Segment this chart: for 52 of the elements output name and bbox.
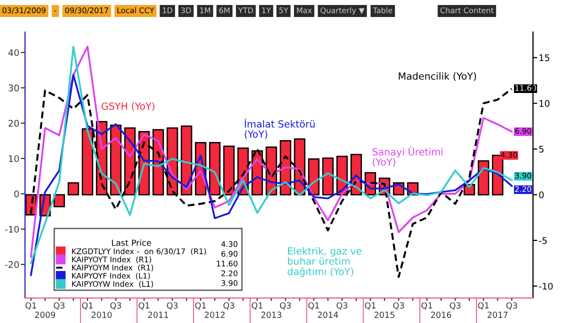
x-tick-label: 2013 [261,312,282,318]
x-tick-label: 2011 [148,312,168,318]
y-tick-label: -20 [5,261,19,268]
y2-tick-label: 5 [539,146,544,153]
x-tick-label: Q3 [506,302,518,310]
y-tick-label: -10 [5,226,19,233]
x-tick-label: Q1 [25,302,36,310]
bar [68,182,80,196]
y-tick-label: 0 [14,190,19,198]
x-tick-label: 2012 [204,312,225,318]
bar [209,142,221,196]
x-tick-label: Q1 [138,302,150,310]
bar [322,158,334,196]
x-tick-label: Q3 [110,302,122,310]
y-tick-label: 20 [8,120,19,127]
x-tick-label: Q1 [308,302,319,310]
x-tick-label: Q3 [336,302,348,310]
y2-tick-label: -10 [538,282,553,290]
bar [54,194,65,208]
x-tick-label: Q1 [252,302,262,310]
y-tick-label: 40 [8,49,19,56]
x-tick-label: Q3 [54,302,64,310]
annotation: Elektrik, gaz ve buhar üretim dağıtımı (YoY) [288,247,362,278]
x-tick-label: 2017 [488,312,508,318]
annotation: Madencilik (YoY) [398,72,476,81]
x-tick-label: Q1 [82,302,93,310]
bar [223,146,235,196]
x-tick-label: Q1 [195,302,206,310]
x-tick-label: Q3 [393,302,404,310]
x-tick-label: Q1 [364,302,376,310]
x-tick-label: Q3 [166,302,178,310]
x-tick-label: Q3 [223,302,234,310]
x-tick-label: Q3 [280,302,291,310]
x-tick-label: 2010 [92,312,112,318]
x-tick-label: 2014 [318,312,338,318]
x-tick-label: 2015 [374,312,394,318]
y2-tick-label: 0 [539,191,544,198]
annotation: Sanayi Üretimi (YoY) [372,146,442,167]
y-tick-label: 30 [8,84,19,92]
x-tick-label: Q3 [450,302,460,310]
y2-tick-label: -5 [538,237,547,244]
y2-tick-label: 10 [540,100,550,107]
annotation: İmalat Sektörü (YoY) [244,118,315,139]
bar [82,128,94,196]
x-tick-label: Q1 [421,302,432,310]
legend-title: Last Price [112,239,152,246]
annotation: GSYH (YoY) [102,102,154,111]
y2-tick-label: 15 [540,54,550,62]
y-tick-label: 10 [8,155,19,162]
x-tick-label: 2016 [431,312,452,318]
x-tick-label: 2009 [35,312,56,318]
x-tick-label: Q1 [478,302,489,310]
